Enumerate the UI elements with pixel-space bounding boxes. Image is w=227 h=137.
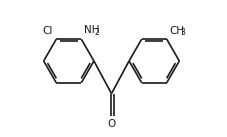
Text: O: O [107,119,115,129]
Text: 3: 3 [180,28,185,37]
Text: NH: NH [84,25,99,35]
Text: CH: CH [169,26,184,36]
Text: 2: 2 [94,28,99,37]
Text: Cl: Cl [43,26,53,36]
